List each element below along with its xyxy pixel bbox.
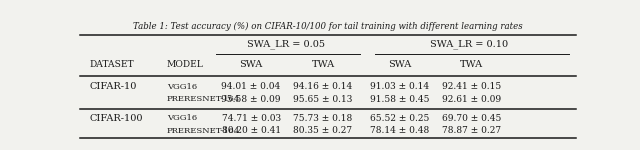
Text: 80.35 ± 0.27: 80.35 ± 0.27 [294, 126, 353, 135]
Text: SWA: SWA [239, 60, 263, 69]
Text: MODEL: MODEL [167, 60, 204, 69]
Text: SWA_LR = 0.05: SWA_LR = 0.05 [247, 39, 325, 49]
Text: 95.58 ± 0.09: 95.58 ± 0.09 [221, 95, 281, 104]
Text: CIFAR-100: CIFAR-100 [90, 114, 143, 123]
Text: 94.01 ± 0.04: 94.01 ± 0.04 [221, 82, 281, 91]
Text: DATASET: DATASET [90, 60, 134, 69]
Text: 75.73 ± 0.18: 75.73 ± 0.18 [293, 114, 353, 123]
Text: 78.14 ± 0.48: 78.14 ± 0.48 [371, 126, 429, 135]
Text: SWA: SWA [388, 60, 412, 69]
Text: 65.52 ± 0.25: 65.52 ± 0.25 [370, 114, 429, 123]
Text: SWA_LR = 0.10: SWA_LR = 0.10 [430, 39, 508, 49]
Text: Table 1: Test accuracy (%) on CIFAR-10/100 for tail training with different lear: Table 1: Test accuracy (%) on CIFAR-10/1… [133, 21, 523, 31]
Text: VGG16: VGG16 [167, 114, 197, 123]
Text: TWA: TWA [460, 60, 483, 69]
Text: 94.16 ± 0.14: 94.16 ± 0.14 [293, 82, 353, 91]
Text: 74.71 ± 0.03: 74.71 ± 0.03 [221, 114, 281, 123]
Text: TWA: TWA [312, 60, 335, 69]
Text: PRERESNET-164: PRERESNET-164 [167, 95, 240, 104]
Text: 92.41 ± 0.15: 92.41 ± 0.15 [442, 82, 502, 91]
Text: 95.65 ± 0.13: 95.65 ± 0.13 [293, 95, 353, 104]
Text: 92.61 ± 0.09: 92.61 ± 0.09 [442, 95, 501, 104]
Text: 91.03 ± 0.14: 91.03 ± 0.14 [371, 82, 429, 91]
Text: PRERESNET-164: PRERESNET-164 [167, 127, 240, 135]
Text: VGG16: VGG16 [167, 83, 197, 91]
Text: 78.87 ± 0.27: 78.87 ± 0.27 [442, 126, 501, 135]
Text: 91.58 ± 0.45: 91.58 ± 0.45 [370, 95, 429, 104]
Text: 80.20 ± 0.41: 80.20 ± 0.41 [221, 126, 281, 135]
Text: 69.70 ± 0.45: 69.70 ± 0.45 [442, 114, 502, 123]
Text: CIFAR-10: CIFAR-10 [90, 82, 138, 91]
